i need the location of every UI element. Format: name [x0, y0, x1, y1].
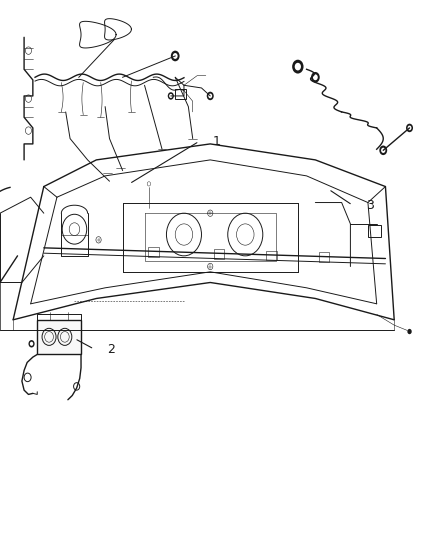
Circle shape — [171, 51, 180, 61]
Circle shape — [406, 124, 413, 132]
Circle shape — [408, 126, 411, 130]
Bar — [148, 247, 159, 256]
Text: 1: 1 — [212, 135, 220, 148]
Circle shape — [381, 148, 385, 153]
Bar — [214, 249, 224, 259]
Bar — [368, 225, 381, 237]
Circle shape — [311, 72, 320, 83]
Circle shape — [292, 60, 304, 74]
Bar — [37, 320, 81, 354]
Circle shape — [295, 63, 301, 70]
Bar — [266, 251, 277, 260]
Bar — [175, 89, 186, 99]
Text: 3: 3 — [366, 199, 374, 212]
Bar — [319, 252, 329, 262]
Circle shape — [407, 329, 412, 334]
Circle shape — [208, 94, 212, 98]
Circle shape — [207, 92, 214, 100]
Text: 2: 2 — [107, 343, 115, 356]
Circle shape — [28, 340, 35, 348]
Circle shape — [30, 342, 33, 346]
Circle shape — [168, 92, 174, 100]
Circle shape — [313, 74, 318, 80]
Circle shape — [169, 94, 173, 98]
Circle shape — [173, 53, 178, 59]
Circle shape — [379, 146, 387, 155]
